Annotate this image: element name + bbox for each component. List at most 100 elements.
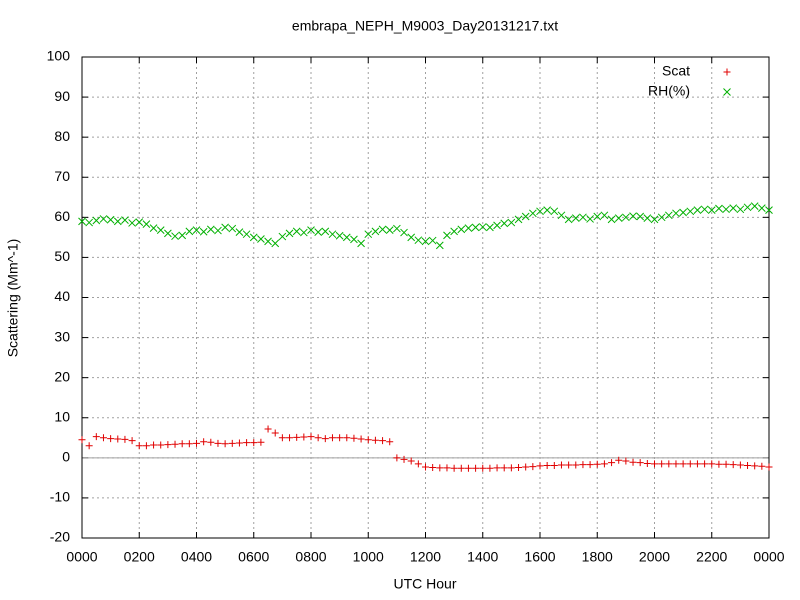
data-point: [622, 213, 630, 222]
data-point: [393, 454, 401, 462]
data-point: [422, 463, 429, 471]
x-tick-label: 0400: [181, 549, 212, 565]
data-point: [478, 223, 487, 231]
data-point: [92, 216, 101, 225]
data-point: [278, 232, 287, 241]
data-point: [736, 205, 745, 214]
data-point: [121, 435, 129, 443]
data-point: [651, 460, 658, 468]
data-point: [565, 461, 573, 469]
legend-marker: [723, 68, 731, 76]
data-point: [271, 429, 279, 437]
data-point: [207, 438, 215, 446]
data-point: [121, 216, 129, 224]
data-point: [364, 230, 373, 239]
data-point: [586, 461, 594, 469]
data-point: [658, 460, 666, 468]
y-tick-label: -20: [50, 529, 70, 545]
data-point: [364, 436, 372, 444]
chart-title: embrapa_NEPH_M9003_Day20131217.txt: [292, 18, 558, 34]
data-point: [357, 239, 365, 248]
data-point: [629, 212, 637, 220]
data-point: [113, 217, 122, 226]
data-point: [400, 455, 408, 463]
x-tick-label: 0600: [238, 549, 269, 565]
data-point: [765, 206, 773, 214]
data-point: [99, 434, 107, 442]
data-point: [264, 237, 272, 246]
data-point: [643, 214, 652, 222]
data-point: [443, 464, 451, 472]
data-point: [729, 461, 737, 469]
data-point: [486, 464, 494, 472]
data-point: [200, 438, 208, 446]
x-tick-label: 1400: [467, 549, 498, 565]
data-point: [729, 204, 738, 212]
data-point: [300, 433, 308, 441]
data-point: [500, 464, 508, 472]
data-point: [400, 228, 408, 237]
data-point: [257, 235, 265, 243]
data-point: [757, 204, 766, 212]
data-point: [557, 461, 565, 469]
x-tick-label: 0000: [66, 549, 97, 565]
data-point: [114, 435, 122, 443]
data-point: [579, 461, 587, 469]
y-tick-label: 50: [54, 248, 70, 264]
data-point: [571, 214, 580, 222]
data-point: [414, 460, 422, 468]
data-point: [321, 435, 329, 443]
data-point: [407, 233, 416, 242]
data-point: [664, 211, 673, 220]
data-point: [593, 212, 602, 221]
y-tick-label: 10: [54, 408, 70, 424]
data-point: [579, 213, 587, 222]
data-point: [428, 236, 437, 245]
x-tick-label: 0000: [753, 549, 784, 565]
data-point: [379, 437, 387, 445]
data-point: [715, 204, 723, 213]
data-point: [193, 439, 200, 447]
data-point: [751, 462, 759, 470]
data-point: [214, 439, 222, 447]
data-point: [514, 215, 523, 224]
data-point: [614, 214, 623, 222]
data-point: [286, 434, 294, 442]
data-point: [221, 440, 229, 448]
x-tick-label: 2000: [639, 549, 670, 565]
data-point: [736, 461, 744, 469]
data-point: [529, 463, 537, 471]
data-point: [142, 442, 150, 450]
data-point: [264, 425, 272, 433]
data-point: [142, 220, 151, 229]
data-point: [342, 233, 351, 242]
data-point: [85, 442, 93, 450]
data-point: [722, 460, 730, 468]
data-point: [708, 460, 716, 468]
data-point: [243, 439, 251, 447]
data-point: [457, 225, 466, 234]
data-point: [493, 464, 501, 472]
data-point: [328, 434, 336, 442]
data-point: [536, 462, 544, 470]
data-point: [522, 463, 530, 471]
data-point: [228, 439, 236, 447]
data-point: [414, 236, 423, 245]
data-point: [515, 463, 523, 471]
y-tick-label: 60: [54, 208, 70, 224]
data-point: [435, 241, 444, 250]
data-point: [350, 235, 358, 244]
data-point: [472, 464, 480, 472]
data-point: [486, 223, 494, 232]
data-point: [450, 464, 458, 472]
data-point: [164, 441, 172, 449]
data-point: [157, 441, 165, 449]
data-point: [185, 440, 193, 448]
data-point: [722, 205, 730, 214]
data-point: [550, 461, 558, 469]
data-point: [106, 215, 115, 224]
data-point: [636, 212, 645, 221]
data-point: [629, 458, 637, 466]
data-point: [450, 227, 458, 236]
data-point: [285, 229, 294, 238]
